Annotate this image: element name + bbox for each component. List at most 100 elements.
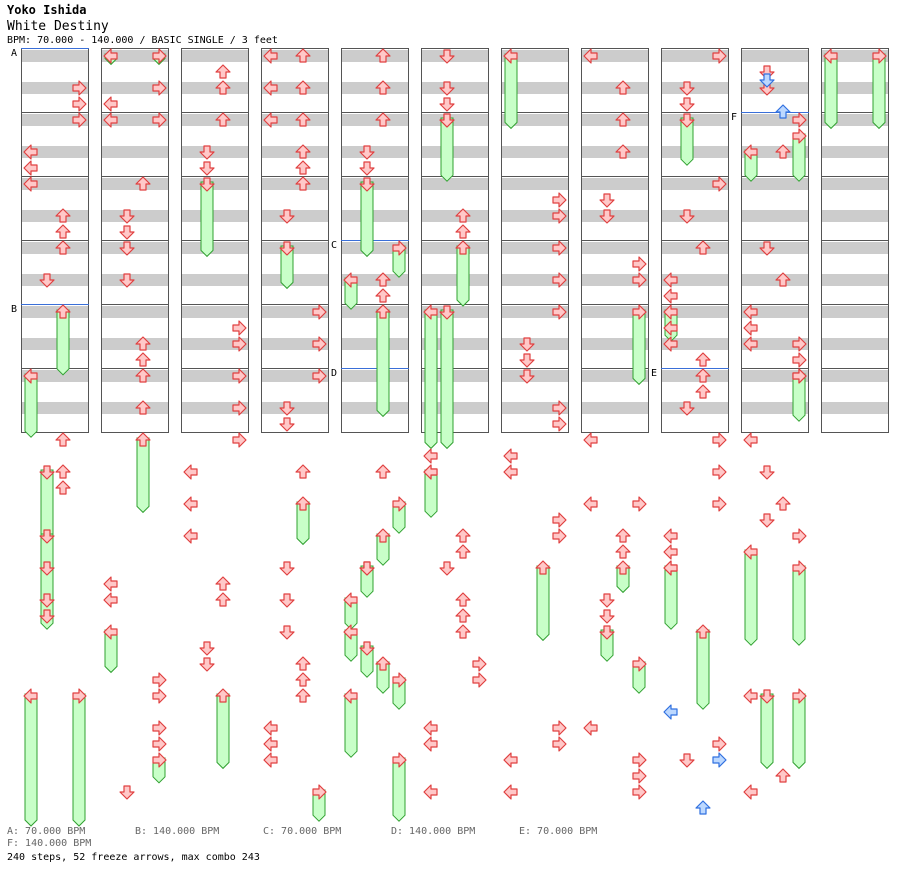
step-arrow — [455, 208, 471, 223]
step-arrow — [583, 48, 598, 64]
step-arrow — [135, 352, 151, 367]
freeze-arrow — [824, 53, 838, 130]
step-arrow — [135, 336, 151, 351]
bpm-legend-b: B: 140.000 BPM — [135, 826, 220, 837]
beat-band — [181, 402, 249, 414]
step-arrow — [615, 112, 631, 127]
beat-band — [821, 146, 889, 158]
step-arrow — [632, 768, 647, 784]
beat-band — [741, 146, 809, 158]
step-arrow — [232, 368, 247, 384]
beat-band — [661, 146, 729, 158]
step-arrow — [503, 448, 518, 464]
step-arrow — [552, 240, 567, 256]
beat-band — [501, 402, 569, 414]
beat-band — [821, 338, 889, 350]
beat-band — [261, 114, 329, 126]
beat-band — [581, 178, 649, 190]
freeze-arrow — [216, 693, 230, 770]
beat-band — [181, 178, 249, 190]
freeze-head-arrow — [759, 689, 775, 704]
freeze-head-arrow — [439, 305, 455, 320]
freeze-head-arrow — [39, 529, 55, 544]
step-arrow — [103, 96, 118, 112]
beat-band — [181, 114, 249, 126]
beat-band — [661, 402, 729, 414]
step-arrow — [103, 112, 118, 128]
step-arrow — [679, 97, 695, 112]
step-arrow — [215, 80, 231, 95]
step-arrow — [199, 145, 215, 160]
bpm-marker-label: E — [651, 368, 657, 379]
step-arrow — [119, 225, 135, 240]
freeze-arrow — [136, 437, 150, 514]
beat-band — [501, 370, 569, 382]
step-arrow — [552, 272, 567, 288]
step-arrow — [552, 400, 567, 416]
chart-column — [181, 48, 249, 433]
beat-band — [261, 50, 329, 62]
step-arrow — [55, 224, 71, 239]
step-arrow — [615, 144, 631, 159]
beat-band — [501, 114, 569, 126]
step-arrow — [119, 273, 135, 288]
step-arrow — [743, 304, 758, 320]
step-arrow — [55, 432, 71, 447]
step-arrow — [599, 609, 615, 624]
step-arrow — [423, 464, 438, 480]
step-arrow — [663, 320, 678, 336]
freeze-head-arrow — [39, 465, 55, 480]
step-arrow — [455, 592, 471, 607]
step-arrow — [472, 656, 487, 672]
step-arrow — [312, 336, 327, 352]
beat-band — [341, 210, 409, 222]
step-arrow — [232, 432, 247, 448]
step-arrow — [712, 48, 727, 64]
beat-band — [21, 370, 89, 382]
beat-band — [581, 274, 649, 286]
beat-band — [501, 50, 569, 62]
step-chart: A B C D E F — [11, 48, 889, 827]
beat-band — [741, 370, 809, 382]
step-arrow — [695, 352, 711, 367]
step-arrow — [103, 592, 118, 608]
step-arrow — [23, 160, 38, 176]
step-arrow — [152, 80, 167, 96]
beat-band — [341, 50, 409, 62]
step-arrow — [632, 752, 647, 768]
beat-band — [261, 242, 329, 254]
step-arrow — [455, 624, 471, 639]
beat-band — [341, 338, 409, 350]
freeze-arrow — [536, 565, 550, 642]
freeze-head-arrow — [23, 688, 38, 704]
beat-band — [181, 82, 249, 94]
freeze-head-arrow — [375, 656, 391, 671]
beat-band — [21, 178, 89, 190]
step-arrow — [663, 336, 678, 352]
beat-band — [821, 178, 889, 190]
step-arrow — [663, 528, 678, 544]
beat-band — [661, 242, 729, 254]
shock-arrow — [663, 704, 678, 720]
bpm-legend-d: D: 140.000 BPM — [391, 826, 476, 837]
step-arrow — [439, 81, 455, 96]
step-arrow — [743, 432, 758, 448]
beat-band — [21, 210, 89, 222]
freeze-arrow — [72, 693, 86, 827]
freeze-head-arrow — [632, 304, 647, 320]
step-arrow — [72, 112, 87, 128]
freeze-head-arrow — [152, 752, 167, 768]
step-arrow — [279, 561, 295, 576]
beat-band — [341, 370, 409, 382]
step-arrow — [295, 112, 311, 127]
step-arrow — [215, 592, 231, 607]
shock-arrow — [695, 800, 711, 815]
bpm-marker-label: D — [331, 368, 337, 379]
beat-band — [101, 242, 169, 254]
step-arrow — [552, 720, 567, 736]
step-arrow — [152, 720, 167, 736]
step-arrow — [279, 401, 295, 416]
step-arrow — [295, 144, 311, 159]
bpm-marker-label: A — [11, 48, 17, 59]
freeze-head-arrow — [215, 688, 231, 703]
